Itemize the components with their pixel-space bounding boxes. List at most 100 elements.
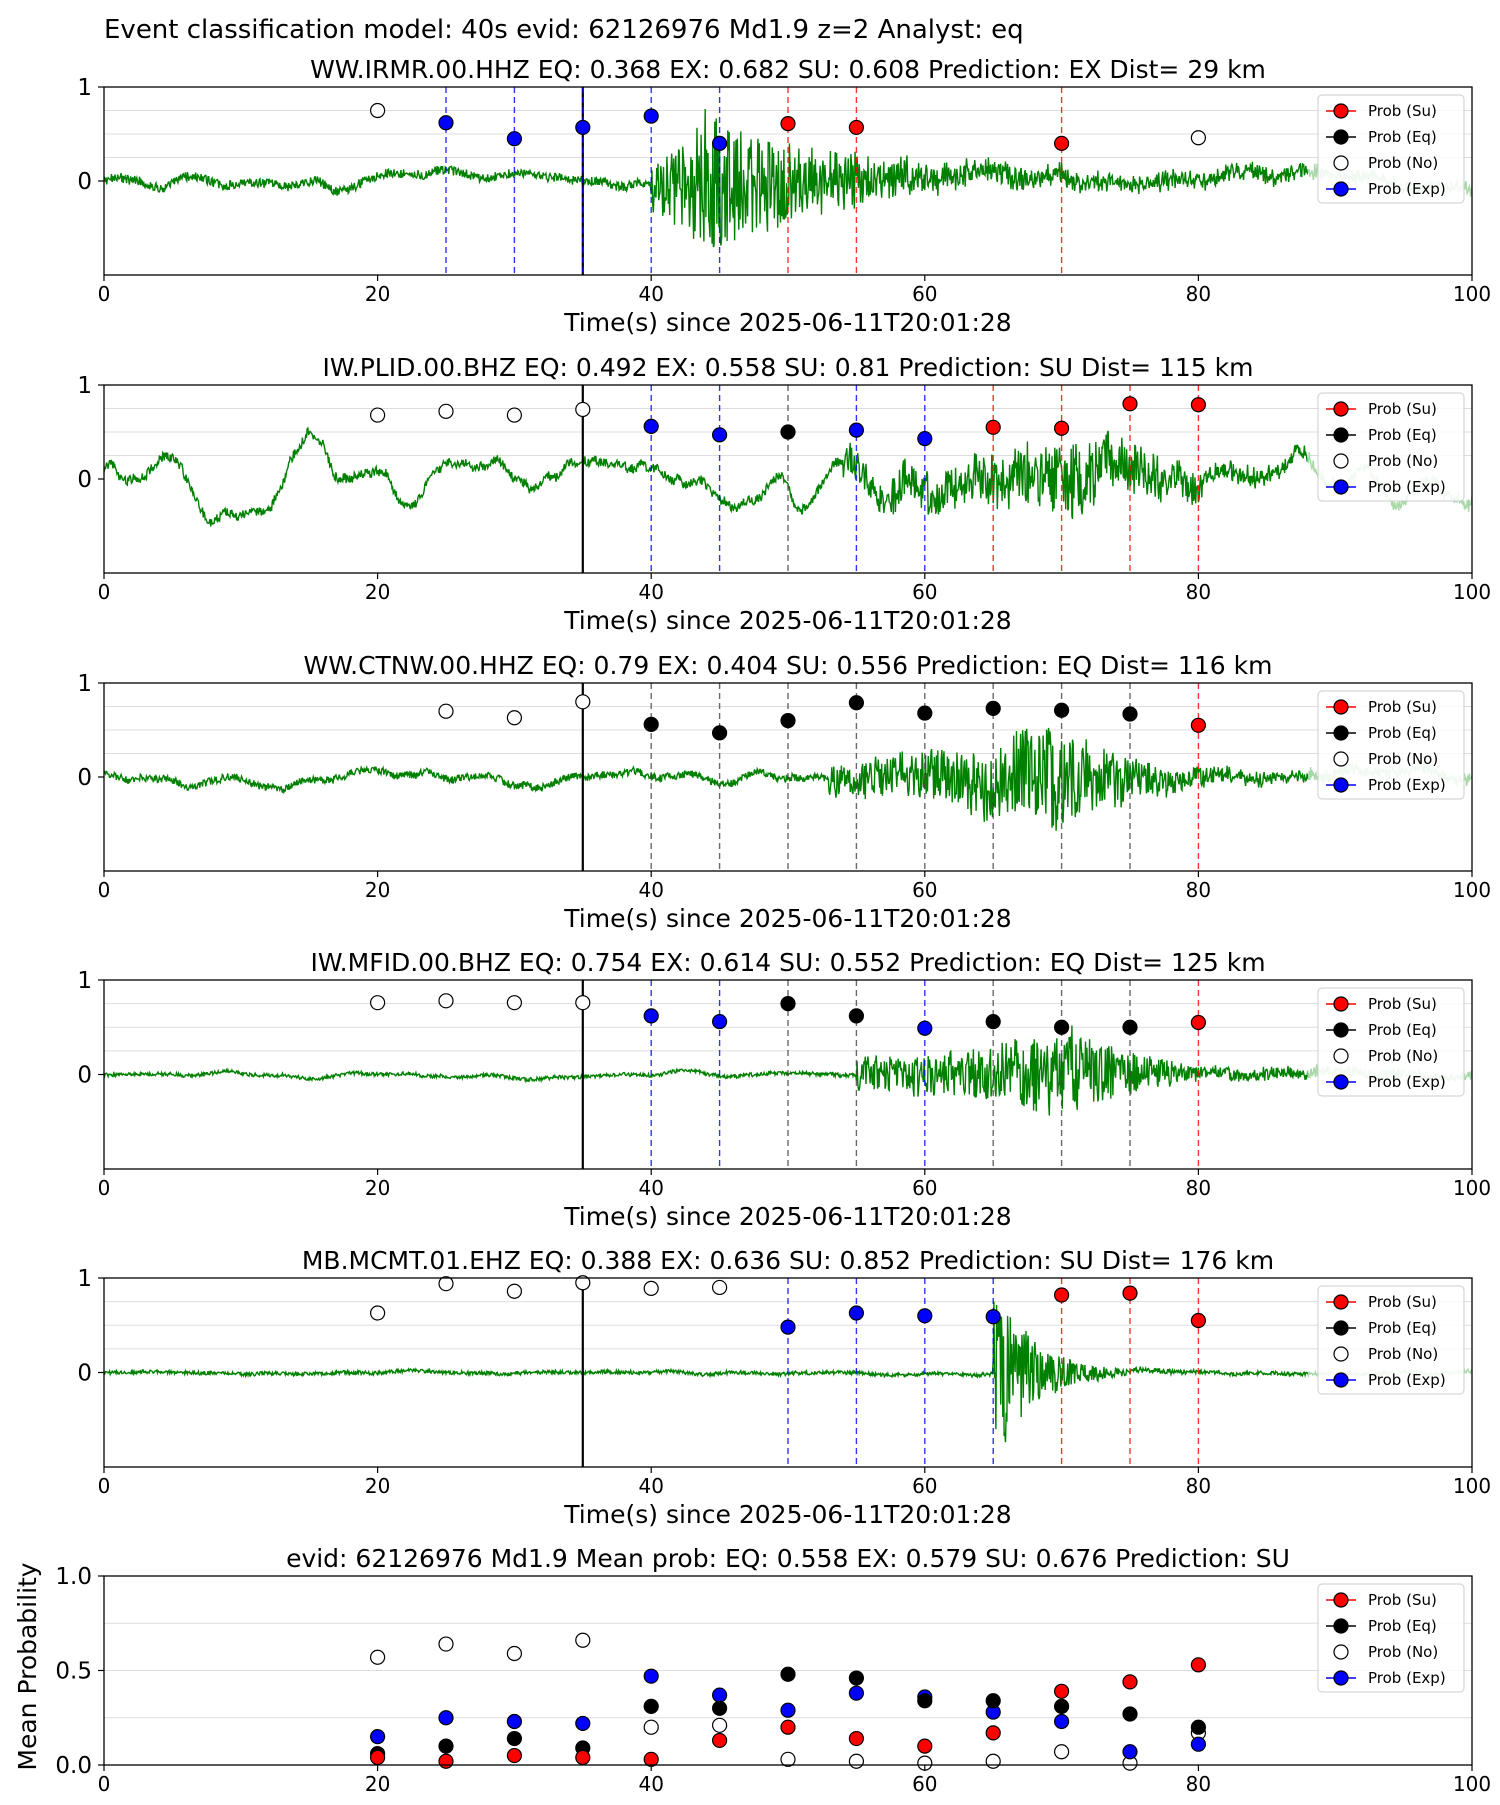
legend-label: Prob (Su): [1368, 400, 1437, 418]
mean-prob-point-eq: [506, 1730, 523, 1747]
prob-point-exp: [917, 430, 933, 447]
mean-prob-point-no: [780, 1751, 796, 1767]
x-tick-label: 80: [1186, 580, 1211, 604]
x-tick-label: 40: [638, 580, 663, 604]
mean-prob-point-exp: [506, 1713, 523, 1730]
legend-marker-exp: [1333, 1670, 1349, 1686]
waveform-trace: [103, 1301, 1309, 1443]
mean-prob-point-su: [438, 1753, 454, 1769]
prob-point-eq: [985, 700, 1001, 716]
prob-point-no: [1190, 130, 1207, 146]
mean-prob-point-no: [370, 1649, 386, 1665]
y-tick-label: 0: [77, 1063, 92, 1089]
x-tick-label: 60: [912, 282, 937, 306]
prob-point-su: [1190, 717, 1207, 733]
legend-marker-exp: [1333, 479, 1349, 495]
prob-point-su: [1053, 420, 1070, 436]
prob-point-su: [1053, 135, 1070, 151]
mean-prob-point-su: [780, 1719, 796, 1735]
x-axis-label: Time(s) since 2025-06-11T20:01:28: [563, 1202, 1011, 1231]
y-tick-label: 0: [77, 467, 92, 493]
legend-label: Prob (No): [1368, 750, 1438, 768]
mean-prob-point-no: [575, 1632, 591, 1648]
prob-point-exp: [506, 131, 523, 147]
panel-title: IW.PLID.00.BHZ EQ: 0.492 EX: 0.558 SU: 0…: [323, 353, 1254, 382]
x-tick-label: 80: [1186, 282, 1211, 306]
legend-marker-no: [1333, 155, 1349, 171]
legend-marker-no: [1333, 1048, 1349, 1064]
legend-label: Prob (No): [1368, 452, 1438, 470]
y-tick-label: 0: [77, 765, 92, 791]
prob-point-no: [643, 1280, 659, 1296]
mean-prob-point-exp: [575, 1715, 591, 1732]
prob-point-eq: [848, 1008, 865, 1024]
legend-marker-exp: [1333, 1372, 1349, 1388]
prob-point-eq: [780, 712, 796, 729]
legend-box: [1317, 987, 1465, 1097]
x-tick-label: 60: [912, 580, 937, 604]
legend-marker-su: [1333, 103, 1349, 119]
legend-label: Prob (Eq): [1368, 128, 1437, 146]
legend-label: Prob (Eq): [1368, 1617, 1437, 1635]
prob-point-exp: [643, 1008, 659, 1024]
prob-point-no: [438, 993, 454, 1009]
legend-marker-su: [1333, 699, 1349, 715]
prob-point-eq: [1122, 706, 1138, 722]
mean-prob-point-eq: [438, 1738, 454, 1754]
legend-label: Prob (Su): [1368, 1293, 1437, 1311]
mean-prob-point-exp: [848, 1685, 865, 1701]
prob-point-no: [575, 401, 591, 418]
legend-marker-exp: [1333, 181, 1349, 197]
x-tick-label: 60: [912, 1474, 937, 1498]
legend-marker-su: [1333, 996, 1349, 1012]
x-tick-label: 20: [365, 580, 390, 604]
x-tick-label: 80: [1186, 1772, 1211, 1796]
legend-label: Prob (Su): [1368, 995, 1437, 1013]
prob-point-exp: [848, 422, 865, 438]
legend-label: Prob (Su): [1368, 1591, 1437, 1609]
x-tick-label: 100: [1453, 580, 1491, 604]
mean-prob-point-su: [370, 1749, 386, 1766]
legend-box: [1317, 1583, 1465, 1693]
legend-marker-eq: [1333, 427, 1349, 443]
prob-point-exp: [711, 135, 728, 151]
legend-label: Prob (Eq): [1368, 426, 1437, 444]
mean-prob-point-exp: [780, 1702, 796, 1718]
legend-label: Prob (Exp): [1368, 1669, 1446, 1687]
x-tick-label: 20: [365, 1772, 390, 1796]
prob-point-eq: [985, 1013, 1001, 1030]
x-tick-label: 60: [912, 1176, 937, 1200]
legend-box: [1317, 94, 1465, 204]
mean-prob-point-exp: [1190, 1736, 1207, 1752]
x-tick-label: 100: [1453, 1772, 1491, 1796]
legend-label: Prob (Su): [1368, 698, 1437, 716]
mean-prob-point-exp: [1053, 1713, 1070, 1730]
x-tick-label: 100: [1453, 282, 1491, 306]
mean-prob-point-no: [848, 1753, 865, 1769]
mean-prob-point-no: [711, 1717, 728, 1733]
x-tick-label: 100: [1453, 1474, 1491, 1498]
panel-title: WW.CTNW.00.HHZ EQ: 0.79 EX: 0.404 SU: 0.…: [304, 651, 1273, 680]
legend-marker-eq: [1333, 1618, 1349, 1634]
mean-prob-point-su: [985, 1725, 1001, 1741]
x-tick-label: 20: [365, 1176, 390, 1200]
x-tick-label: 60: [912, 1772, 937, 1796]
prob-point-no: [575, 1275, 591, 1291]
prob-point-su: [780, 116, 796, 132]
prob-point-no: [506, 710, 523, 726]
y-tick-label: 0: [77, 1361, 92, 1387]
legend-label: Prob (Su): [1368, 102, 1437, 120]
prob-point-exp: [985, 1309, 1001, 1325]
mean-prob-point-eq: [917, 1693, 933, 1709]
waveform-trace: [103, 727, 1309, 831]
prob-point-exp: [438, 115, 454, 131]
prob-point-no: [370, 1305, 386, 1321]
legend-marker-su: [1333, 1294, 1349, 1310]
x-tick-label: 80: [1186, 1176, 1211, 1200]
x-axis-label: Time(s) since 2025-06-11T20:01:28: [563, 606, 1011, 635]
prob-point-no: [711, 1279, 728, 1296]
x-tick-label: 40: [638, 1176, 663, 1200]
